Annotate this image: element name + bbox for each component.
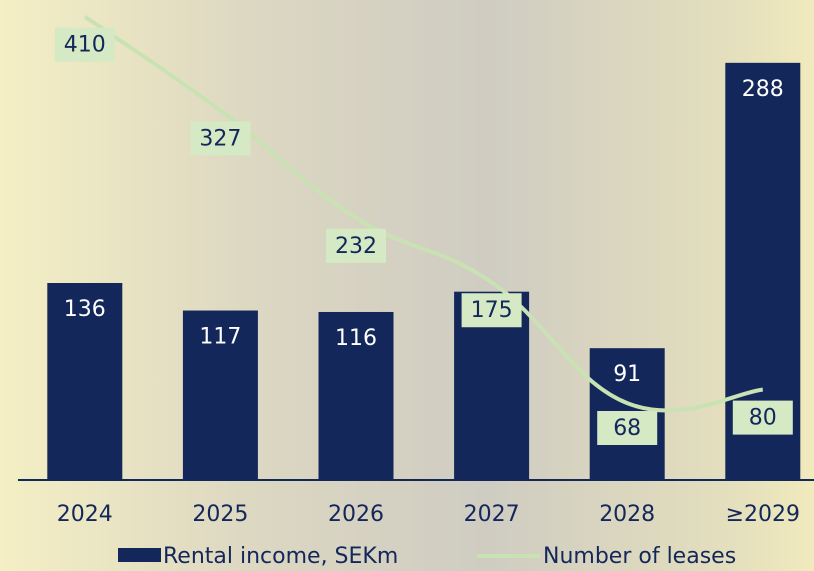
- bar-value-label: 136: [64, 297, 106, 322]
- x-tick-label: 2027: [464, 502, 520, 527]
- legend-label: Number of leases: [543, 544, 736, 569]
- chart: 20242025202620272028≥2029136117116130912…: [0, 0, 814, 571]
- line-value-label: 410: [64, 33, 106, 58]
- x-tick-label: 2024: [57, 502, 113, 527]
- line-value-label: 68: [613, 416, 641, 441]
- bar-value-label: 117: [199, 325, 241, 350]
- x-tick-label: 2026: [328, 502, 384, 527]
- x-tick-label: 2025: [192, 502, 248, 527]
- line-value-label: 80: [749, 406, 777, 431]
- line-value-label: 175: [471, 298, 513, 323]
- bar-value-label: 116: [335, 326, 377, 351]
- line-value-label: 327: [199, 126, 241, 151]
- x-tick-label: ≥2029: [726, 502, 800, 527]
- legend-swatch: [118, 548, 161, 562]
- legend-label: Rental income, SEKm: [163, 544, 398, 569]
- bar-value-label: 288: [742, 77, 784, 102]
- bar-value-label: 91: [613, 362, 641, 387]
- x-tick-label: 2028: [599, 502, 655, 527]
- line-value-label: 232: [335, 234, 377, 259]
